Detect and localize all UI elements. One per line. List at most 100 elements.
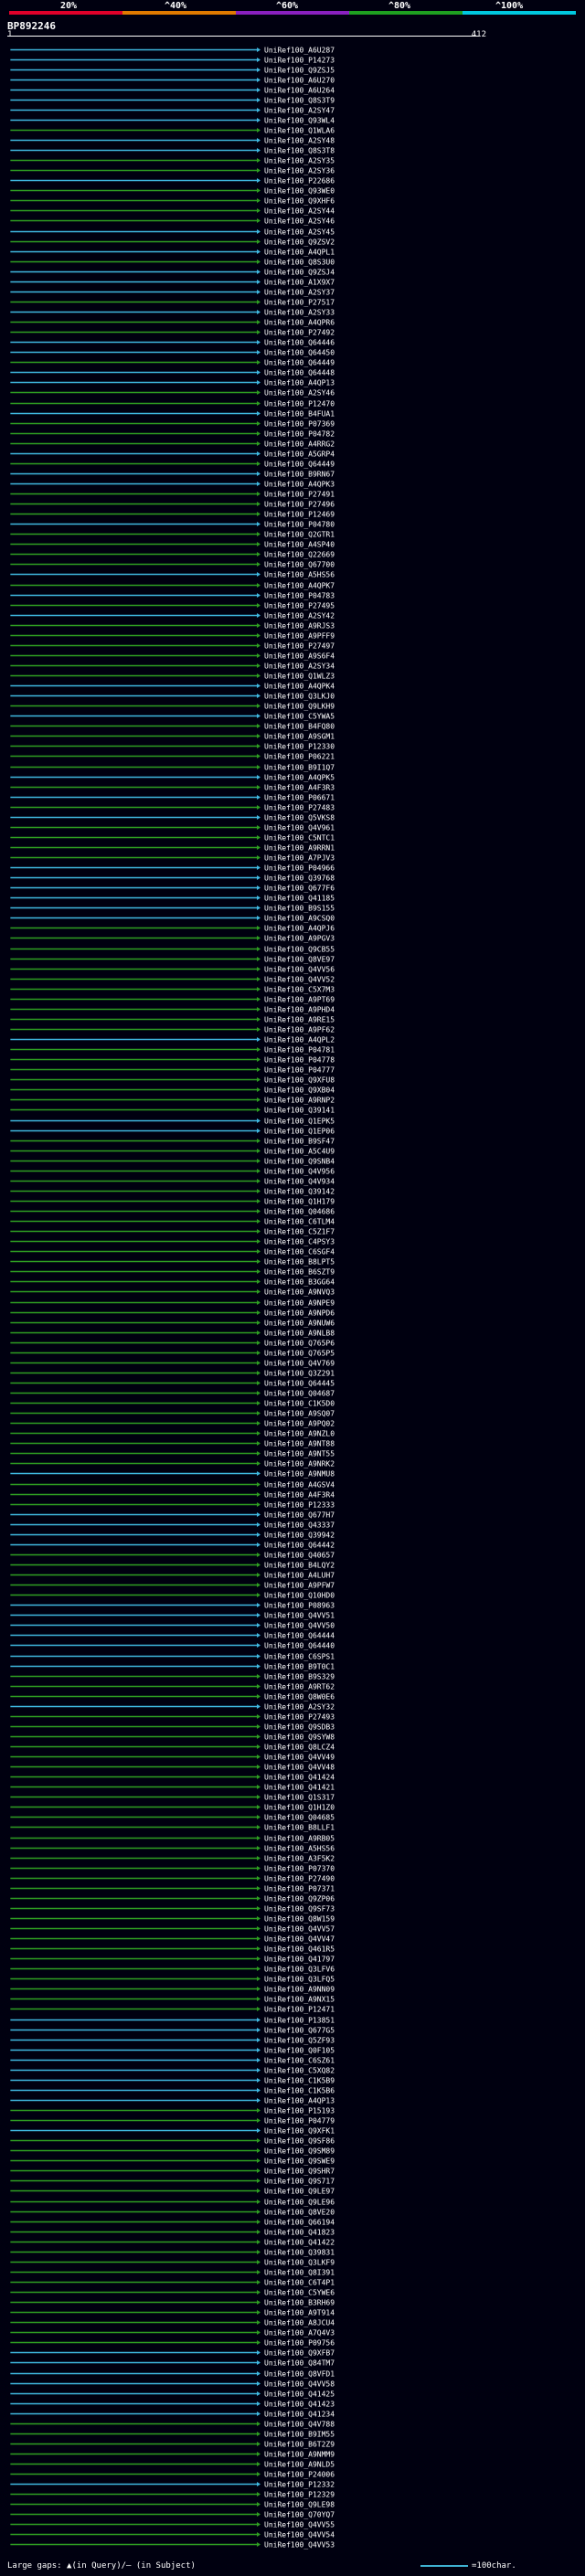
hit-row[interactable]: UniRef100_Q93WE0 [10, 187, 335, 196]
hit-label[interactable]: UniRef100_Q9ZSJ5 [264, 67, 335, 75]
hit-row[interactable]: UniRef100_Q3LKF9 [10, 2259, 335, 2267]
hit-row[interactable]: UniRef100_A2SY42 [10, 612, 335, 620]
hit-label[interactable]: UniRef100_Q8W159 [264, 1915, 335, 1924]
hit-row[interactable]: UniRef100_Q4VV51 [10, 1612, 335, 1620]
hit-row[interactable]: UniRef100_C5XQ82 [10, 2067, 335, 2075]
hit-label[interactable]: UniRef100_B9IM55 [264, 2431, 335, 2439]
hit-row[interactable]: UniRef100_Q39942 [10, 1532, 335, 1540]
hit-row[interactable]: UniRef100_Q1S317 [10, 1794, 335, 1802]
hit-label[interactable]: UniRef100_Q9SF73 [264, 1905, 335, 1913]
hit-label[interactable]: UniRef100_Q9SF86 [264, 2137, 335, 2146]
hit-label[interactable]: UniRef100_Q93WL4 [264, 117, 335, 125]
hit-label[interactable]: UniRef100_A9NPE9 [264, 1299, 335, 1308]
hit-label[interactable]: UniRef100_A4QPK4 [264, 683, 335, 691]
hit-row[interactable]: UniRef100_Q4V961 [10, 824, 335, 832]
hit-row[interactable]: UniRef100_A9NMM9 [10, 2451, 335, 2459]
hit-row[interactable]: UniRef100_A9NMU8 [10, 1470, 335, 1479]
hit-label[interactable]: UniRef100_B3RH69 [264, 2299, 335, 2307]
hit-label[interactable]: UniRef100_A4RRG2 [264, 440, 335, 449]
hit-row[interactable]: UniRef100_A2SY32 [10, 1703, 335, 1712]
hit-label[interactable]: UniRef100_A4F3R3 [264, 784, 335, 792]
hit-row[interactable]: UniRef100_P27491 [10, 491, 335, 499]
hit-label[interactable]: UniRef100_Q8VE20 [264, 2209, 335, 2217]
hit-label[interactable]: UniRef100_Q677H7 [264, 1511, 335, 1520]
hit-row[interactable]: UniRef100_A9RJS3 [10, 622, 335, 631]
hit-label[interactable]: UniRef100_Q70YQ7 [264, 2511, 335, 2519]
hit-label[interactable]: UniRef100_A7Q4V3 [264, 2329, 335, 2337]
hit-label[interactable]: UniRef100_P13851 [264, 2017, 335, 2025]
hit-row[interactable]: UniRef100_P12329 [10, 2491, 335, 2499]
hit-row[interactable]: UniRef100_Q9CB55 [10, 946, 335, 954]
hit-label[interactable]: UniRef100_Q4VV58 [264, 2380, 335, 2389]
hit-row[interactable]: UniRef100_Q43337 [10, 1521, 335, 1530]
hit-row[interactable]: UniRef100_Q9SM89 [10, 2147, 335, 2156]
hit-row[interactable]: UniRef100_A2SY46 [10, 389, 335, 398]
hit-row[interactable]: UniRef100_Q765P5 [10, 1350, 335, 1358]
hit-label[interactable]: UniRef100_Q64450 [264, 349, 335, 357]
hit-row[interactable]: UniRef100_Q9XFU8 [10, 1076, 335, 1085]
hit-row[interactable]: UniRef100_A9S6F4 [10, 652, 335, 661]
hit-row[interactable]: UniRef100_B9RN67 [10, 471, 335, 479]
hit-label[interactable]: UniRef100_P12470 [264, 400, 335, 408]
hit-row[interactable]: UniRef100_Q9SHR7 [10, 2168, 335, 2176]
hit-row[interactable]: UniRef100_A4QPJ6 [10, 925, 335, 933]
hit-row[interactable]: UniRef100_C1K5B6 [10, 2087, 335, 2095]
hit-row[interactable]: UniRef100_Q677H7 [10, 1511, 335, 1520]
hit-row[interactable]: UniRef100_Q84TM7 [10, 2359, 335, 2368]
hit-label[interactable]: UniRef100_Q64446 [264, 339, 335, 347]
hit-label[interactable]: UniRef100_A9NT88 [264, 1440, 335, 1448]
hit-label[interactable]: UniRef100_Q9LKH9 [264, 703, 335, 711]
hit-label[interactable]: UniRef100_A6U264 [264, 87, 335, 95]
hit-label[interactable]: UniRef100_P04778 [264, 1056, 335, 1065]
hit-row[interactable]: UniRef100_Q4VV49 [10, 1754, 335, 1762]
hit-label[interactable]: UniRef100_Q9SNB4 [264, 1158, 335, 1166]
hit-row[interactable]: UniRef100_Q5ZF93 [10, 2037, 335, 2045]
hit-row[interactable]: UniRef100_B6T2Z9 [10, 2441, 335, 2449]
hit-row[interactable]: UniRef100_A9NT88 [10, 1440, 335, 1448]
hit-label[interactable]: UniRef100_Q677F6 [264, 885, 335, 893]
hit-row[interactable]: UniRef100_A2SY33 [10, 309, 335, 317]
hit-row[interactable]: UniRef100_P06221 [10, 753, 335, 761]
hit-label[interactable]: UniRef100_B9S155 [264, 905, 335, 913]
hit-label[interactable]: UniRef100_Q9SWE9 [264, 2157, 335, 2166]
hit-label[interactable]: UniRef100_B9RN67 [264, 471, 335, 479]
hit-label[interactable]: UniRef100_P06221 [264, 753, 335, 761]
hit-label[interactable]: UniRef100_Q64449 [264, 461, 335, 469]
hit-label[interactable]: UniRef100_Q9S717 [264, 2178, 335, 2186]
hit-label[interactable]: UniRef100_Q4V961 [264, 824, 335, 832]
hit-row[interactable]: UniRef100_Q3LKJ0 [10, 693, 335, 701]
hit-row[interactable]: UniRef100_A9NT55 [10, 1450, 335, 1458]
hit-row[interactable]: UniRef100_P06671 [10, 794, 335, 802]
hit-label[interactable]: UniRef100_Q1S317 [264, 1794, 335, 1802]
hit-label[interactable]: UniRef100_Q22669 [264, 551, 335, 559]
hit-row[interactable]: UniRef100_P12330 [10, 743, 335, 751]
hit-label[interactable]: UniRef100_C1K5D0 [264, 1400, 335, 1408]
hit-label[interactable]: UniRef100_B8LPT5 [264, 1258, 335, 1267]
hit-label[interactable]: UniRef100_Q41797 [264, 1956, 335, 1964]
hit-label[interactable]: UniRef100_Q4VV48 [264, 1764, 335, 1772]
hit-label[interactable]: UniRef100_A7PJV3 [264, 854, 335, 863]
hit-row[interactable]: UniRef100_Q64442 [10, 1542, 335, 1550]
hit-label[interactable]: UniRef100_A9NN09 [264, 1986, 335, 1994]
hit-label[interactable]: UniRef100_Q5VKS8 [264, 814, 335, 822]
hit-label[interactable]: UniRef100_Q0F105 [264, 2047, 335, 2055]
hit-label[interactable]: UniRef100_P12471 [264, 2006, 335, 2014]
hit-label[interactable]: UniRef100_P07370 [264, 1865, 335, 1873]
hit-label[interactable]: UniRef100_Q8LCZ4 [264, 1744, 335, 1752]
hit-row[interactable]: UniRef100_P14273 [10, 57, 335, 65]
hit-label[interactable]: UniRef100_P27493 [264, 1713, 335, 1722]
hit-row[interactable]: UniRef100_A9NX15 [10, 1996, 335, 2004]
hit-label[interactable]: UniRef100_A9NRK2 [264, 1460, 335, 1468]
hit-label[interactable]: UniRef100_Q10HD0 [264, 1592, 335, 1600]
hit-label[interactable]: UniRef100_Q4VV51 [264, 1612, 335, 1620]
hit-row[interactable]: UniRef100_Q765P6 [10, 1340, 335, 1348]
hit-row[interactable]: UniRef100_B3RH69 [10, 2299, 335, 2307]
hit-label[interactable]: UniRef100_A9PFW7 [264, 1582, 335, 1590]
hit-label[interactable]: UniRef100_A4SP40 [264, 541, 335, 549]
hit-label[interactable]: UniRef100_B9I1Q7 [264, 764, 335, 772]
hit-label[interactable]: UniRef100_C5NTC1 [264, 834, 335, 843]
hit-row[interactable]: UniRef100_Q9XFK1 [10, 2127, 335, 2136]
hit-label[interactable]: UniRef100_A9RJS3 [264, 622, 335, 631]
hit-label[interactable]: UniRef100_A9PF62 [264, 1026, 335, 1034]
hit-label[interactable]: UniRef100_A2SY48 [264, 137, 335, 145]
